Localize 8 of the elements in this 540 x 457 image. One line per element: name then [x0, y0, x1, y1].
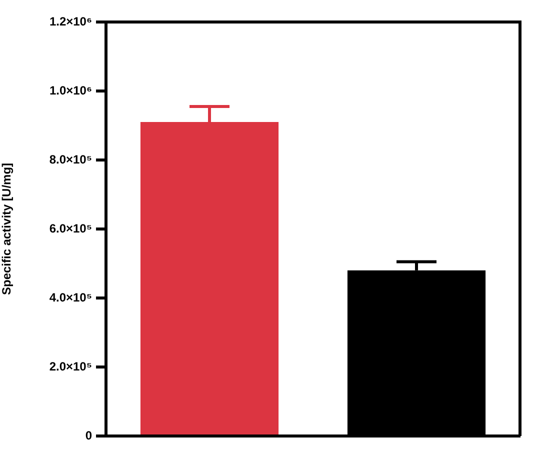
y-tick-label: 8.0×10⁵ — [49, 152, 92, 166]
y-tick-label: 2.0×10⁵ — [49, 359, 92, 374]
y-tick-label: 1.0×10⁶ — [49, 83, 92, 98]
y-axis-title: Specific activity [U/mg] — [0, 162, 14, 296]
y-tick-label: 0 — [85, 428, 92, 442]
y-tick-label: 6.0×10⁵ — [49, 221, 92, 236]
y-tick-label: 1.2×10⁶ — [49, 14, 92, 28]
y-tick-label: 4.0×10⁵ — [49, 290, 92, 304]
